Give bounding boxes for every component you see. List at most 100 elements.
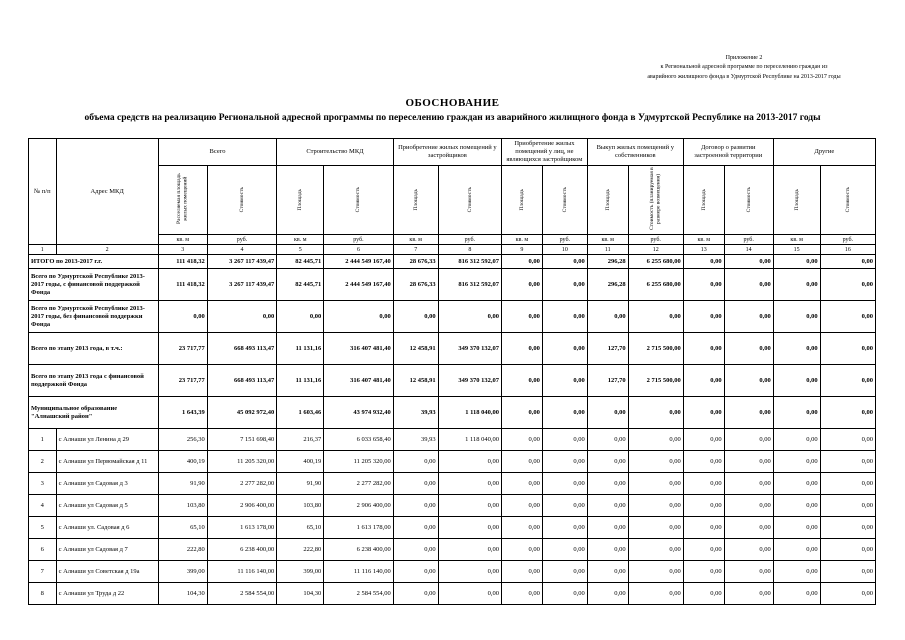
value-cell: 0,00 bbox=[437, 494, 502, 518]
value-cell: 0,00 bbox=[586, 516, 629, 540]
value-cell: 0,00 bbox=[586, 582, 629, 606]
value-cell: 0,00 bbox=[772, 516, 821, 540]
unit-header: кв. м bbox=[500, 234, 543, 246]
group-header: Выкуп жилых помещений у собственников bbox=[586, 137, 684, 167]
value-cell: 0,00 bbox=[541, 516, 588, 540]
value-cell: 0,00 bbox=[772, 494, 821, 518]
unit-header: руб. bbox=[723, 234, 774, 246]
value-cell: 43 974 932,40 bbox=[323, 396, 394, 430]
value-cell: 2 584 554,00 bbox=[206, 582, 278, 606]
value-cell: 0,00 bbox=[682, 494, 725, 518]
value-cell: 0,00 bbox=[500, 396, 543, 430]
unit-header: руб. bbox=[627, 234, 684, 246]
value-cell: 0,00 bbox=[772, 396, 821, 430]
header-group-row: № п/п Адрес МКД Всего Строительство МКД Прио… bbox=[28, 137, 877, 246]
value-cell: 0,00 bbox=[682, 450, 725, 474]
value-cell: 0,00 bbox=[500, 428, 543, 452]
unit-header: руб. bbox=[323, 234, 394, 246]
value-cell: 2 444 549 167,40 bbox=[323, 268, 394, 302]
header-number-row: 1 2 3 4 5 6 7 8 9 10 11 12 13 14 15 16 bbox=[28, 244, 877, 256]
value-cell: 0,00 bbox=[437, 516, 502, 540]
column-number: 3 bbox=[157, 244, 208, 256]
value-cell: 0,00 bbox=[819, 268, 877, 302]
value-cell: 127,70 bbox=[586, 332, 629, 366]
value-cell: 0,00 bbox=[819, 332, 877, 366]
row-number: 7 bbox=[28, 560, 57, 584]
value-cell: 1 603,46 bbox=[276, 396, 325, 430]
value-cell: 0,00 bbox=[819, 364, 877, 398]
table-row: Всего по этапу 2013 года, в т.ч.: 23 717,… bbox=[28, 332, 877, 366]
document-title: ОБОСНОВАНИЕ bbox=[405, 97, 500, 109]
sub-header-label: Площадь bbox=[793, 188, 800, 211]
value-cell: 28 676,33 bbox=[392, 254, 439, 270]
unit-header: руб. bbox=[437, 234, 502, 246]
sub-header: Площадь bbox=[586, 165, 629, 236]
value-cell: 1 613 178,00 bbox=[323, 516, 394, 540]
table-row: Всего по Удмуртской Республике 2013-2017… bbox=[28, 268, 877, 302]
value-cell: 7 151 698,40 bbox=[206, 428, 278, 452]
sub-header: Площадь bbox=[500, 165, 543, 236]
value-cell: 816 312 592,07 bbox=[437, 268, 502, 302]
value-cell: 0,00 bbox=[819, 494, 877, 518]
value-cell: 1 613 178,00 bbox=[206, 516, 278, 540]
value-cell: 11 205 320,00 bbox=[206, 450, 278, 474]
value-cell: 23 717,77 bbox=[157, 332, 208, 366]
value-cell: 0,00 bbox=[723, 450, 774, 474]
value-cell: 111 418,32 bbox=[157, 268, 208, 302]
header-sub-row: Расселяемая площадь жилых помещений Стоим… bbox=[29, 165, 877, 236]
value-cell: 0,00 bbox=[586, 300, 629, 334]
value-cell: 0,00 bbox=[500, 268, 543, 302]
group-header: Приобретение жилых помещений у застройщи… bbox=[392, 137, 502, 167]
value-cell: 0,00 bbox=[500, 254, 543, 270]
column-number: 2 bbox=[55, 244, 159, 256]
row-number: 5 bbox=[28, 516, 57, 540]
value-cell: 668 493 113,47 bbox=[206, 364, 278, 398]
value-cell: 0,00 bbox=[819, 300, 877, 334]
row-address: с Алнаши ул Советская д 19а bbox=[55, 560, 159, 584]
value-cell: 0,00 bbox=[819, 396, 877, 430]
value-cell: 349 370 132,07 bbox=[437, 332, 502, 366]
value-cell: 0,00 bbox=[723, 582, 774, 606]
col-header-address: Адрес МКД bbox=[55, 137, 159, 246]
column-number: 9 bbox=[500, 244, 543, 256]
value-cell: 0,00 bbox=[541, 396, 588, 430]
value-cell: 0,00 bbox=[627, 428, 684, 452]
value-cell: 0,00 bbox=[723, 560, 774, 584]
value-cell: 0,00 bbox=[682, 538, 725, 562]
sub-header: Площадь bbox=[772, 165, 821, 236]
value-cell: 0,00 bbox=[541, 268, 588, 302]
value-cell: 216,37 bbox=[276, 428, 325, 452]
table-body: ИТОГО по 2013-2017 г.г. 111 418,32 3 267 1… bbox=[28, 254, 877, 606]
value-cell: 0,00 bbox=[500, 364, 543, 398]
value-cell: 399,00 bbox=[276, 560, 325, 584]
row-address: с Алнаши ул. Садовая д 6 bbox=[55, 516, 159, 540]
unit-header: руб. bbox=[206, 234, 278, 246]
row-label: Всего по этапу 2013 года, в т.ч.: bbox=[28, 332, 159, 366]
value-cell: 0,00 bbox=[627, 472, 684, 496]
value-cell: 0,00 bbox=[682, 268, 725, 302]
sub-header-label: Площадь bbox=[518, 188, 525, 211]
value-cell: 0,00 bbox=[541, 582, 588, 606]
sub-header-label: Площадь bbox=[297, 188, 304, 211]
value-cell: 2 906 400,00 bbox=[206, 494, 278, 518]
value-cell: 0,00 bbox=[392, 582, 439, 606]
value-cell: 316 407 481,40 bbox=[323, 332, 394, 366]
value-cell: 82 445,71 bbox=[276, 254, 325, 270]
table-row: Всего по Удмуртской Республике 2013-2017… bbox=[28, 300, 877, 334]
value-cell: 0,00 bbox=[500, 332, 543, 366]
value-cell: 0,00 bbox=[819, 582, 877, 606]
column-number: 16 bbox=[819, 244, 877, 256]
value-cell: 0,00 bbox=[500, 560, 543, 584]
value-cell: 0,00 bbox=[723, 300, 774, 334]
main-table: № п/п Адрес МКД Всего Строительство МКД Прио… bbox=[28, 137, 877, 606]
value-cell: 0,00 bbox=[682, 332, 725, 366]
value-cell: 0,00 bbox=[772, 472, 821, 496]
value-cell: 0,00 bbox=[206, 300, 278, 334]
value-cell: 0,00 bbox=[541, 560, 588, 584]
value-cell: 6 255 680,00 bbox=[627, 254, 684, 270]
value-cell: 0,00 bbox=[586, 396, 629, 430]
value-cell: 0,00 bbox=[157, 300, 208, 334]
row-label: Всего по Удмуртской Республике 2013-2017… bbox=[28, 268, 159, 302]
